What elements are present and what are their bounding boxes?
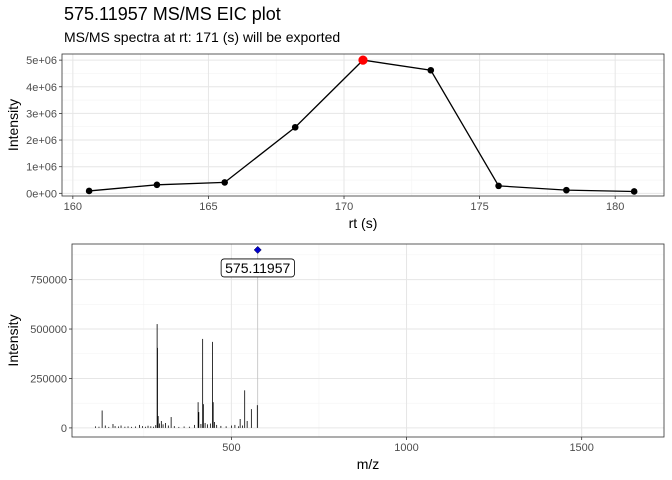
y-tick-label: 4e+06	[26, 82, 57, 94]
eic-selected-point	[358, 55, 368, 65]
eic-point	[291, 123, 299, 131]
eic-series	[85, 55, 638, 195]
precursor-label-box	[220, 258, 295, 278]
precursor-annotation: 575.11957	[220, 258, 295, 278]
spectrum-grid	[72, 244, 664, 437]
spectrum-panel: 500 1000 1500 0 250000 500000 750000 575.11957…	[5, 243, 665, 472]
x-tick-label: 1500	[569, 442, 593, 454]
x-tick-label: 160	[64, 201, 82, 213]
eic-point	[85, 187, 93, 195]
y-tick-label: 5e+06	[26, 55, 57, 67]
y-tick-label: 1e+06	[26, 162, 57, 174]
eic-point	[495, 182, 502, 190]
eic-point	[630, 188, 638, 195]
eic-panel: 160 165 170 175 180 0e+00 1e+06 2e+06 3e+06 4e+06…	[5, 53, 665, 231]
spectrum-y-axis-title: Intensity	[5, 314, 21, 366]
x-tick-label: 180	[606, 201, 624, 213]
y-tick-label: 500000	[30, 324, 67, 336]
y-tick-label: 750000	[30, 275, 67, 287]
y-tick-label: 0	[61, 423, 67, 435]
x-tick-label: 170	[335, 201, 353, 213]
precursor-marker	[253, 245, 262, 254]
eic-panel-border	[61, 53, 665, 197]
eic-point	[221, 179, 229, 186]
spectrum-x-axis-title: m/z	[357, 456, 380, 472]
eic-panel-background	[62, 54, 664, 196]
chart-subtitle: MS/MS spectra at rt: 171 (s) will be exp…	[64, 29, 341, 45]
eic-x-axis-title: rt (s)	[349, 215, 378, 231]
eic-axes: 160 165 170 175 180 0e+00 1e+06 2e+06 3e+06 4e+06…	[26, 55, 624, 213]
spectrum-panel-background	[72, 244, 664, 437]
precursor-label: 575.11957	[225, 260, 290, 276]
x-tick-label: 175	[470, 201, 488, 213]
spectrum-panel-border	[71, 243, 665, 438]
y-tick-label: 250000	[30, 373, 67, 385]
eic-y-axis-title: Intensity	[5, 99, 21, 151]
spectrum-axes: 500 1000 1500 0 250000 500000 750000	[30, 275, 594, 454]
eic-point	[153, 181, 161, 189]
y-tick-label: 2e+06	[26, 135, 57, 147]
eic-point	[563, 186, 570, 194]
chart-title: 575.11957 MS/MS EIC plot	[64, 4, 281, 24]
eic-point	[427, 66, 435, 74]
spectrum-series	[95, 245, 262, 428]
x-tick-label: 165	[199, 201, 217, 213]
y-tick-label: 0e+00	[26, 188, 57, 200]
y-tick-label: 3e+06	[26, 108, 57, 120]
x-tick-label: 500	[222, 442, 240, 454]
x-tick-label: 1000	[394, 442, 418, 454]
